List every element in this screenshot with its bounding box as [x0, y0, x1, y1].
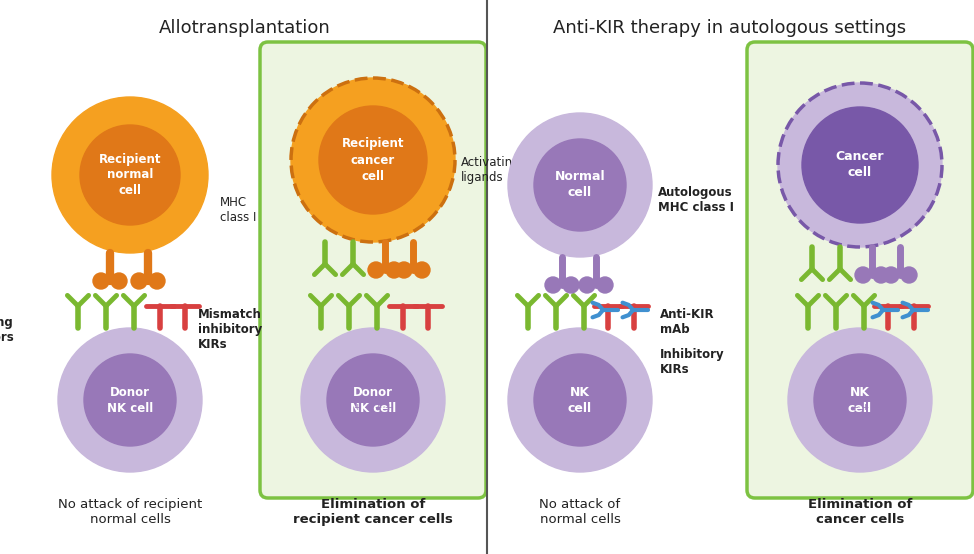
Circle shape [386, 262, 402, 278]
Circle shape [788, 328, 932, 472]
Circle shape [93, 273, 109, 289]
Circle shape [319, 106, 427, 214]
Text: Activating
receptors: Activating receptors [0, 316, 14, 344]
Circle shape [901, 267, 917, 283]
Text: No attack of
normal cells: No attack of normal cells [540, 498, 620, 526]
FancyBboxPatch shape [260, 42, 486, 498]
Circle shape [883, 267, 899, 283]
Text: Donor
NK cell: Donor NK cell [107, 386, 153, 414]
Circle shape [579, 277, 595, 293]
Circle shape [545, 277, 561, 293]
Circle shape [508, 328, 652, 472]
Circle shape [149, 273, 165, 289]
Circle shape [534, 354, 626, 446]
Circle shape [368, 262, 384, 278]
FancyBboxPatch shape [747, 42, 973, 498]
Text: Donor
NK cell: Donor NK cell [350, 386, 396, 414]
Circle shape [873, 267, 889, 283]
Text: Recipient
normal
cell: Recipient normal cell [98, 152, 162, 197]
Circle shape [327, 354, 419, 446]
Text: + + + +: + + + + [841, 403, 880, 413]
Text: Elimination of
recipient cancer cells: Elimination of recipient cancer cells [293, 498, 453, 526]
Circle shape [814, 354, 906, 446]
Text: Normal
cell: Normal cell [554, 171, 605, 199]
Text: Anti-KIR
mAb: Anti-KIR mAb [660, 308, 715, 336]
Text: + + + +: + + + + [354, 403, 393, 413]
Text: Allotransplantation: Allotransplantation [159, 19, 331, 37]
Text: Anti-KIR therapy in autologous settings: Anti-KIR therapy in autologous settings [553, 19, 907, 37]
Text: Autologous
MHC class I: Autologous MHC class I [658, 186, 734, 214]
Circle shape [563, 277, 579, 293]
Circle shape [84, 354, 176, 446]
Text: Activating
ligands: Activating ligands [461, 156, 521, 184]
Text: NK
cell: NK cell [568, 386, 592, 414]
Circle shape [802, 107, 918, 223]
Text: Inhibitory
KIRs: Inhibitory KIRs [660, 348, 725, 376]
Text: Cancer
cell: Cancer cell [836, 151, 884, 179]
Text: Recipient
cancer
cell: Recipient cancer cell [342, 137, 404, 182]
Circle shape [291, 78, 455, 242]
Circle shape [534, 139, 626, 231]
Text: MHC
class I: MHC class I [220, 196, 256, 224]
Circle shape [111, 273, 127, 289]
Circle shape [414, 262, 430, 278]
Text: No attack of recipient
normal cells: No attack of recipient normal cells [57, 498, 203, 526]
Circle shape [58, 328, 202, 472]
Text: Elimination of
cancer cells: Elimination of cancer cells [807, 498, 913, 526]
Circle shape [52, 97, 208, 253]
Circle shape [508, 113, 652, 257]
Circle shape [131, 273, 147, 289]
Text: NK
cell: NK cell [848, 386, 872, 414]
Text: Mismatch
inhibitory
KIRs: Mismatch inhibitory KIRs [198, 309, 262, 351]
Circle shape [597, 277, 613, 293]
Circle shape [80, 125, 180, 225]
Circle shape [301, 328, 445, 472]
Circle shape [855, 267, 871, 283]
Circle shape [778, 83, 942, 247]
Circle shape [396, 262, 412, 278]
